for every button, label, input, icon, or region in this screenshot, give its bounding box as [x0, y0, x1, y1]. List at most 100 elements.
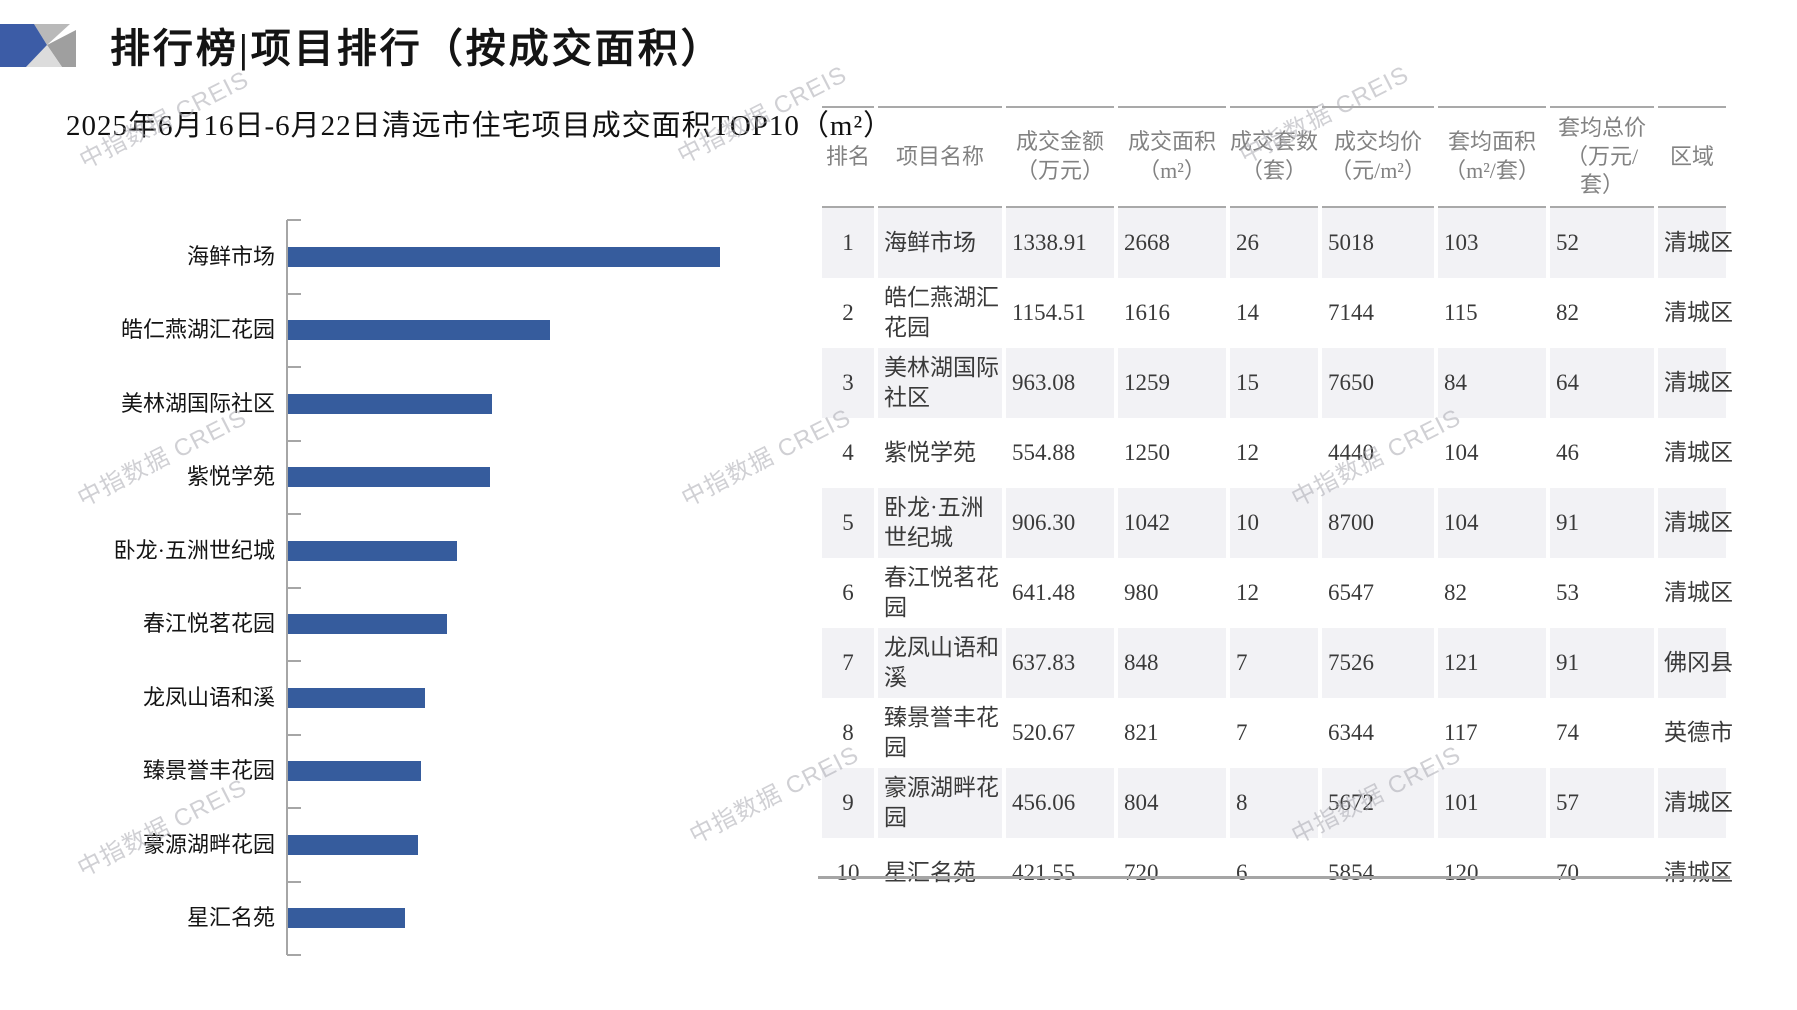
- value-cell: 117: [1444, 719, 1478, 745]
- value-cell: 421.55: [1012, 859, 1076, 885]
- value-cell: 1259: [1118, 347, 1226, 418]
- value-cell: 720: [1124, 859, 1159, 885]
- table-header-cell: 套均总价 （万元/套）: [1550, 106, 1654, 208]
- region-cell: 清城区: [1658, 767, 1733, 838]
- region-cell: 清城区: [1658, 487, 1733, 558]
- value-cell: 26: [1230, 207, 1318, 278]
- bar: [288, 688, 425, 708]
- value-cell: 520.67: [1012, 719, 1076, 745]
- value-cell: 82: [1444, 579, 1467, 605]
- bar-category-label: 紫悦学苑: [186, 464, 275, 489]
- table-header-row: 排名 项目名称 成交金额 （万元） 成交面积 （m²） 成交套数 （套） 成交均价 （元/m²）套…: [822, 106, 1726, 208]
- project-name-cell: 海鲜市场: [878, 207, 1002, 278]
- value-cell: 121: [1438, 627, 1546, 698]
- table-header-cell: 排名: [822, 106, 874, 208]
- value-cell: 84: [1438, 347, 1546, 418]
- value-cell: 848: [1118, 627, 1226, 698]
- project-name-cell: 星汇名苑: [884, 859, 976, 885]
- value-cell: 6: [1236, 859, 1248, 885]
- value-cell: 1042: [1118, 487, 1226, 558]
- value-cell: 64: [1550, 347, 1654, 418]
- value-cell: 7: [1236, 719, 1248, 745]
- project-name-cell: 豪源湖畔花园: [878, 767, 1002, 838]
- bar: [288, 247, 720, 267]
- value-cell: 101: [1438, 767, 1546, 838]
- value-cell: 91: [1550, 627, 1654, 698]
- value-cell: 74: [1556, 719, 1579, 745]
- table-row: 4 紫悦学苑 554.88 1250 12 4440 104 46 清城区: [822, 418, 1733, 488]
- value-cell: 7650: [1322, 347, 1434, 418]
- project-name-cell: 美林湖国际社区: [878, 347, 1002, 418]
- bar-category-label: 龙凤山语和溪: [142, 685, 275, 710]
- value-cell: 104: [1438, 487, 1546, 558]
- rank-cell: 8: [842, 719, 854, 745]
- chart-axis-tick: [287, 587, 301, 589]
- table-row: 8 臻景誉丰花园 520.67 821 7 6344 117 74 英德市: [822, 698, 1733, 768]
- chart-axis-tick: [287, 513, 301, 515]
- value-cell: 641.48: [1012, 579, 1076, 605]
- bar: [288, 761, 421, 781]
- bar: [288, 908, 405, 928]
- bar: [288, 835, 418, 855]
- value-cell: 6344: [1328, 719, 1374, 745]
- table-header-cell: 区域: [1658, 106, 1726, 208]
- chart-axis-tick: [287, 440, 301, 442]
- region-cell: 清城区: [1664, 859, 1733, 885]
- creis-logo-icon: [0, 24, 76, 67]
- table-header-cell: 成交套数 （套）: [1230, 106, 1318, 208]
- ranking-table: 排名 项目名称 成交金额 （万元） 成交面积 （m²） 成交套数 （套） 成交均价 （元/m²）套…: [818, 106, 1734, 908]
- bar: [288, 614, 447, 634]
- value-cell: 82: [1556, 299, 1579, 325]
- area-top10-bar-chart: 海鲜市场 皓仁燕湖汇花园 美林湖国际社区 紫悦学苑 卧龙·五洲世纪城 春江悦茗花园 龙凤山语…: [0, 0, 780, 1010]
- region-cell: 清城区: [1664, 579, 1733, 605]
- table-row: 10 星汇名苑 421.55 720 6 5854 120 70 清城区: [822, 838, 1734, 908]
- value-cell: 906.30: [1006, 487, 1114, 558]
- table-header-cell: 套均面积 （m²/套）: [1438, 106, 1546, 208]
- value-cell: 821: [1124, 719, 1159, 745]
- value-cell: 456.06: [1006, 767, 1114, 838]
- rank-cell: 4: [842, 439, 854, 465]
- value-cell: 12: [1236, 439, 1259, 465]
- value-cell: 1154.51: [1012, 299, 1086, 325]
- rank-cell: 1: [822, 207, 874, 278]
- value-cell: 115: [1444, 299, 1478, 325]
- page-title: 排行榜|项目排行（按成交面积）: [110, 26, 724, 71]
- value-cell: 5854: [1328, 859, 1374, 885]
- value-cell: 53: [1556, 579, 1579, 605]
- value-cell: 2668: [1118, 207, 1226, 278]
- value-cell: 91: [1550, 487, 1654, 558]
- value-cell: 12: [1236, 579, 1259, 605]
- project-name-cell: 皓仁燕湖汇花园: [884, 284, 999, 340]
- value-cell: 7144: [1328, 299, 1374, 325]
- page-subtitle: 2025年6月16日-6月22日清远市住宅项目成交面积TOP10（m²）: [66, 110, 894, 142]
- region-cell: 清城区: [1664, 299, 1733, 325]
- value-cell: 57: [1550, 767, 1654, 838]
- value-cell: 103: [1438, 207, 1546, 278]
- bar: [288, 541, 457, 561]
- rank-cell: 5: [822, 487, 874, 558]
- value-cell: 7526: [1322, 627, 1434, 698]
- bar-category-label: 臻景誉丰花园: [142, 758, 275, 783]
- value-cell: 52: [1550, 207, 1654, 278]
- table-row: 5 卧龙·五洲世纪城 906.30 1042 10 8700 104 91 清城区: [822, 487, 1733, 558]
- value-cell: 6547: [1328, 579, 1374, 605]
- region-cell: 佛冈县: [1658, 627, 1733, 698]
- region-cell: 清城区: [1658, 207, 1733, 278]
- chart-axis-tick: [287, 366, 301, 368]
- table-row: 7 龙凤山语和溪 637.83 848 7 7526 121 91 佛冈县: [822, 627, 1733, 698]
- bar-category-label: 皓仁燕湖汇花园: [120, 317, 275, 342]
- bar-category-label: 美林湖国际社区: [120, 391, 275, 416]
- value-cell: 554.88: [1012, 439, 1076, 465]
- chart-axis-tick: [287, 660, 301, 662]
- chart-axis-tick: [287, 807, 301, 809]
- table-header-cell: 成交面积 （m²）: [1118, 106, 1226, 208]
- region-cell: 清城区: [1664, 439, 1733, 465]
- bar-category-label: 豪源湖畔花园: [142, 832, 275, 857]
- table-row: 3 美林湖国际社区 963.08 1259 15 7650 84 64 清城区: [822, 347, 1733, 418]
- bar-category-label: 春江悦茗花园: [142, 611, 275, 636]
- value-cell: 7: [1230, 627, 1318, 698]
- value-cell: 104: [1444, 439, 1479, 465]
- chart-axis-tick: [287, 293, 301, 295]
- project-name-cell: 龙凤山语和溪: [878, 627, 1002, 698]
